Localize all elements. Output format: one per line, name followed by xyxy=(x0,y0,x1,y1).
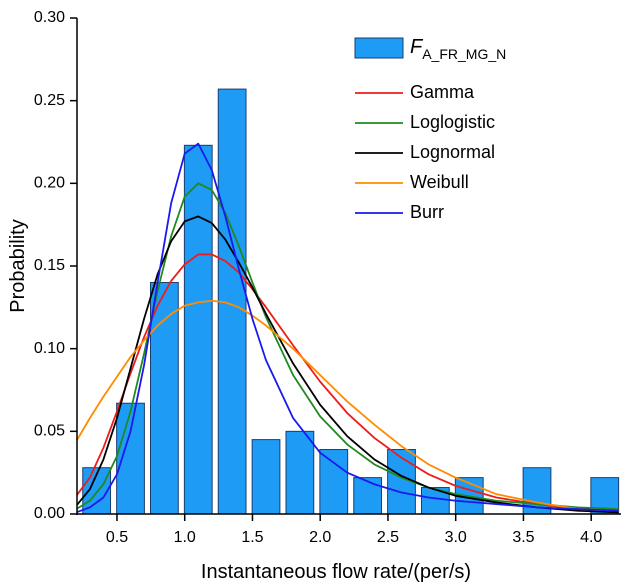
axes: 0.00 0.05 0.10 0.15 0.20 0.25 0.30 0.5 1.0 1.5 2.0… xyxy=(34,9,621,546)
legend-label: Burr xyxy=(410,202,444,222)
y-tick-label: 0.30 xyxy=(34,9,65,26)
x-axis-title: Instantaneous flow rate/(per/s) xyxy=(201,561,471,583)
y-tick-label: 0.10 xyxy=(34,340,65,357)
legend-label: Gamma xyxy=(410,82,475,102)
x-tick-label: 2.5 xyxy=(377,529,399,546)
y-tick-label: 0.05 xyxy=(34,423,65,440)
legend-label: Weibull xyxy=(410,172,469,192)
legend: FA_FR_MG_N Gamma Loglogistic Lognormal Weibu… xyxy=(354,36,506,222)
x-tick-label: 4.0 xyxy=(580,529,602,546)
x-tick-label: 0.5 xyxy=(106,529,128,546)
bar xyxy=(116,402,145,515)
legend-item: Lognormal xyxy=(355,142,495,162)
x-tick-label: 1.0 xyxy=(174,529,196,546)
plot-area xyxy=(77,88,620,515)
x-tick-label: 3.0 xyxy=(445,529,467,546)
legend-label: Loglogistic xyxy=(410,112,495,132)
legend-item: Gamma xyxy=(355,82,475,102)
bar xyxy=(183,144,213,515)
legend-item: Weibull xyxy=(355,172,469,192)
y-axis-title: Probability xyxy=(7,219,29,312)
legend-label: Lognormal xyxy=(410,142,495,162)
y-tick-label: 0.00 xyxy=(34,505,65,522)
bar xyxy=(319,449,349,515)
bar xyxy=(150,282,179,515)
fit-curve xyxy=(77,253,619,512)
y-tick-label: 0.25 xyxy=(34,92,65,109)
x-tick-label: 3.5 xyxy=(512,529,534,546)
fit-curve xyxy=(77,182,619,510)
x-tick-label: 2.0 xyxy=(309,529,331,546)
legend-label-main: F xyxy=(410,36,424,58)
fit-curve xyxy=(77,142,619,514)
y-tick-label: 0.20 xyxy=(34,175,65,192)
y-tick-label: 0.15 xyxy=(34,257,65,274)
fit-curve xyxy=(77,299,619,512)
bar xyxy=(353,477,383,515)
bar xyxy=(285,430,315,515)
legend-label: FA_FR_MG_N xyxy=(410,36,506,61)
x-tick-label: 1.5 xyxy=(241,529,263,546)
fit-curve xyxy=(77,215,619,514)
legend-item: FA_FR_MG_N xyxy=(354,36,506,62)
legend-swatch xyxy=(354,37,404,59)
legend-item: Burr xyxy=(355,202,444,222)
bar xyxy=(251,439,281,515)
legend-label-subscript: A_FR_MG_N xyxy=(422,46,506,62)
legend-item: Loglogistic xyxy=(355,112,495,132)
